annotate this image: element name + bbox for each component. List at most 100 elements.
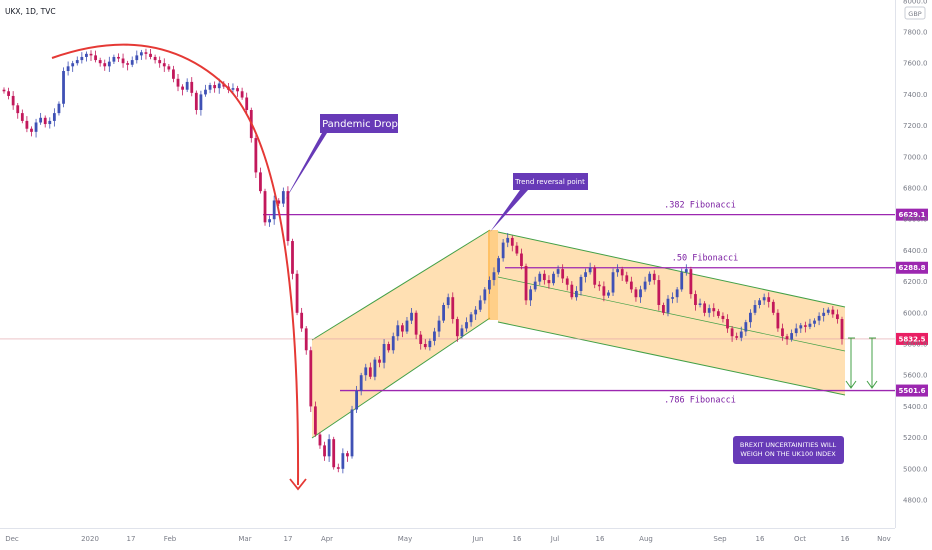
candle-body xyxy=(332,439,336,468)
candle-body xyxy=(840,319,844,340)
candle-body xyxy=(533,281,537,290)
candle-body xyxy=(158,60,162,64)
candle-body xyxy=(48,120,52,125)
candle-body xyxy=(515,245,519,254)
current-price-tag xyxy=(896,332,928,345)
candle-body xyxy=(107,61,111,67)
candle-body xyxy=(423,344,427,348)
candle-body xyxy=(323,445,326,457)
price-tick-label: 8000.0 xyxy=(903,0,928,5)
candle-body xyxy=(167,66,171,70)
price-tick-label: 7600.0 xyxy=(903,60,928,68)
candle-body xyxy=(790,333,794,340)
candle-body xyxy=(208,85,212,90)
candle-body xyxy=(117,56,120,59)
candle-body xyxy=(378,359,381,363)
candle-body xyxy=(149,53,152,57)
candle-body xyxy=(556,269,560,274)
candle-body xyxy=(836,314,839,320)
candle-body xyxy=(735,336,739,338)
fib-price-tag xyxy=(896,384,928,397)
candle-body xyxy=(414,312,418,335)
candle-body xyxy=(721,315,725,320)
time-axis[interactable]: Dec 2020 17 Feb Mar 17 Apr May Jun 16 Jul 16 Aug Sep 1… xyxy=(5,535,891,543)
candle-body xyxy=(313,406,317,435)
candle-body xyxy=(469,314,473,323)
candle-body xyxy=(346,453,349,457)
candle-body xyxy=(336,467,340,469)
candle-body xyxy=(213,85,217,89)
candle-body xyxy=(602,286,606,296)
candle-body xyxy=(112,56,116,62)
time-tick-label: 17 xyxy=(127,535,136,543)
candle-body xyxy=(712,308,716,312)
candle-body xyxy=(382,344,386,363)
candle-body xyxy=(652,273,656,281)
currency-label: GBP xyxy=(908,10,921,18)
pandemic-drop-label: Pandemic Drop xyxy=(322,119,398,130)
fib-price-tag xyxy=(896,261,928,274)
price-tick-label: 7000.0 xyxy=(903,153,928,161)
candle-body xyxy=(20,113,24,121)
candle-body xyxy=(826,309,830,313)
candle-body xyxy=(263,191,267,223)
candle-body xyxy=(648,273,652,282)
time-tick-label: 2020 xyxy=(81,535,99,543)
fib-price-tag xyxy=(896,208,928,221)
price-tick-label: 7200.0 xyxy=(903,122,928,130)
candle-body xyxy=(565,278,569,285)
pandemic-arrow-head xyxy=(289,478,307,491)
price-tick-label: 6400.0 xyxy=(903,247,928,255)
time-tick-label: Feb xyxy=(164,535,177,543)
fibonacci-levels: .382 Fibonacci 6629.1 .50 Fibonacci 6288.8.… xyxy=(263,201,928,406)
candle-body xyxy=(611,272,615,293)
candle-body xyxy=(11,95,15,106)
candle-body xyxy=(52,113,56,121)
time-tick-label: Jun xyxy=(472,535,484,543)
currency-badge[interactable] xyxy=(904,6,926,20)
candle-body xyxy=(616,269,620,273)
price-tick-label: 7400.0 xyxy=(903,91,928,99)
rising-channel-upper xyxy=(311,229,491,341)
time-tick-label: Dec xyxy=(5,535,19,543)
price-tick-label: 5000.0 xyxy=(903,465,928,473)
candle-body xyxy=(762,297,766,301)
price-axis[interactable]: 8000.0 7800.0 7600.0 7400.0 7200.0 7000.0 6800… xyxy=(903,0,928,505)
candle-body xyxy=(799,325,803,329)
candle-body xyxy=(433,331,436,341)
candle-body xyxy=(80,56,84,61)
time-tick-label: Aug xyxy=(639,535,653,543)
annotations: Pandemic Drop Trend reversal point BREXIT … xyxy=(51,43,878,491)
candlesticks xyxy=(2,48,844,474)
candle-body xyxy=(39,117,43,123)
candle-body xyxy=(529,289,533,301)
candle-body xyxy=(62,71,65,104)
candle-body xyxy=(501,242,505,259)
fib-price-value: 5501.6 xyxy=(898,387,925,395)
time-tick-label: Mar xyxy=(238,535,251,543)
candle-body xyxy=(318,434,322,446)
candle-body xyxy=(85,53,88,57)
candle-body xyxy=(671,297,674,299)
candle-body xyxy=(103,63,107,67)
candle-body xyxy=(588,267,592,273)
candle-body xyxy=(758,300,761,305)
candle-body xyxy=(259,172,262,192)
candle-body xyxy=(309,350,313,407)
candle-body xyxy=(643,281,647,290)
candle-body xyxy=(803,325,807,327)
candle-body xyxy=(355,390,359,410)
candle-body xyxy=(295,273,299,313)
candle-body xyxy=(75,60,79,64)
time-tick-label: Nov xyxy=(877,535,891,543)
candle-body xyxy=(190,81,194,93)
candle-body xyxy=(199,94,203,110)
time-tick-label: Oct xyxy=(794,535,806,543)
time-tick-label: 16 xyxy=(513,535,522,543)
candle-body xyxy=(139,52,143,56)
candle-body xyxy=(57,103,61,114)
candle-body xyxy=(446,297,450,305)
candle-body xyxy=(675,289,679,298)
candle-body xyxy=(771,301,775,313)
